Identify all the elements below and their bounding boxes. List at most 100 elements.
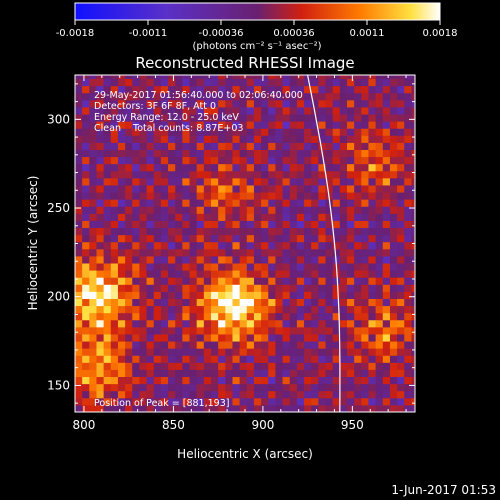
heatmap-pixel (332, 163, 341, 172)
heatmap-pixel (211, 220, 219, 229)
heatmap-pixel (132, 106, 140, 115)
heatmap-pixel (218, 170, 226, 179)
heatmap-pixel (325, 92, 334, 101)
heatmap-pixel (354, 376, 362, 385)
heatmap-pixel (168, 213, 176, 221)
heatmap-pixel (203, 163, 212, 172)
heatmap-pixel (160, 319, 169, 328)
heatmap-pixel (389, 114, 398, 122)
heatmap-pixel (404, 170, 412, 179)
heatmap-pixel (304, 128, 312, 136)
heatmap-pixel (382, 376, 391, 385)
heatmap-pixel (411, 348, 415, 356)
heatmap-pixel (82, 341, 90, 349)
heatmap-pixel (146, 369, 155, 378)
heatmap-pixel (246, 92, 255, 101)
heatmap-pixel (332, 319, 341, 328)
heatmap-pixel (96, 284, 105, 292)
heatmap-pixel (225, 291, 233, 299)
heatmap-pixel (160, 184, 169, 193)
heatmap-pixel (117, 397, 126, 406)
heatmap-pixel (354, 234, 362, 243)
heatmap-pixel (225, 355, 233, 363)
heatmap-pixel (239, 99, 248, 108)
heatmap-pixel (296, 114, 305, 122)
heatmap-pixel (168, 227, 176, 236)
heatmap-pixel (404, 383, 412, 392)
heatmap-pixel (311, 128, 319, 136)
heatmap-pixel (397, 376, 405, 385)
heatmap-pixel (218, 270, 226, 278)
heatmap-pixel (275, 184, 284, 193)
heatmap-pixel (404, 78, 412, 87)
heatmap-pixel (153, 149, 162, 158)
heatmap-pixel (282, 312, 291, 321)
heatmap-pixel (146, 270, 155, 278)
heatmap-pixel (139, 99, 148, 108)
heatmap-pixel (211, 78, 219, 87)
heatmap-pixel (146, 241, 155, 250)
heatmap-pixel (182, 192, 191, 200)
heatmap-pixel (325, 99, 334, 108)
heatmap-pixel (82, 192, 90, 200)
heatmap-pixel (311, 192, 319, 200)
heatmap-pixel (211, 319, 219, 328)
heatmap-pixel (325, 291, 334, 299)
heatmap-pixel (339, 284, 348, 292)
heatmap-pixel (289, 227, 298, 236)
heatmap-pixel (168, 177, 176, 186)
heatmap-pixel (82, 234, 90, 243)
heatmap-pixel (196, 341, 205, 349)
heatmap-pixel (103, 99, 112, 108)
heatmap-pixel (182, 128, 191, 136)
heatmap-pixel (311, 241, 319, 250)
heatmap-pixel (389, 270, 398, 278)
heatmap-pixel (253, 341, 262, 349)
heatmap-pixel (339, 312, 348, 321)
heatmap-pixel (339, 121, 348, 129)
heatmap-pixel (182, 121, 191, 129)
heatmap-pixel (304, 397, 312, 406)
heatmap-pixel (160, 341, 169, 349)
heatmap-pixel (225, 135, 233, 143)
heatmap-pixel (75, 369, 83, 378)
heatmap-pixel (125, 362, 133, 370)
heatmap-pixel (182, 255, 191, 264)
heatmap-pixel (89, 241, 97, 250)
heatmap-pixel (246, 78, 255, 87)
heatmap-pixel (289, 192, 298, 200)
heatmap-pixel (110, 135, 119, 143)
heatmap-pixel (354, 199, 362, 207)
heatmap-pixel (325, 298, 334, 307)
heatmap-pixel (153, 106, 162, 115)
heatmap-pixel (96, 170, 105, 179)
heatmap-pixel (168, 99, 176, 108)
heatmap-pixel (103, 78, 112, 87)
heatmap-pixel (368, 376, 377, 385)
heatmap-pixel (311, 75, 319, 80)
heatmap-pixel (103, 312, 112, 321)
heatmap-pixel (382, 248, 391, 257)
heatmap-pixel (304, 404, 312, 412)
heatmap-pixel (347, 99, 355, 108)
heatmap-pixel (354, 355, 362, 363)
heatmap-pixel (404, 128, 412, 136)
heatmap-pixel (139, 149, 148, 158)
heatmap-pixel (246, 206, 255, 214)
heatmap-pixel (196, 390, 205, 399)
heatmap-pixel (404, 156, 412, 165)
heatmap-pixel (354, 383, 362, 392)
heatmap-pixel (304, 92, 312, 101)
heatmap-pixel (218, 305, 226, 314)
heatmap-pixel (382, 369, 391, 378)
heatmap-pixel (354, 213, 362, 221)
heatmap-pixel (89, 390, 97, 399)
heatmap-pixel (368, 397, 377, 406)
heatmap-pixel (246, 305, 255, 314)
heatmap-pixel (82, 298, 90, 307)
heatmap-pixel (168, 121, 176, 129)
heatmap-pixel (211, 177, 219, 186)
heatmap-pixel (196, 319, 205, 328)
heatmap-pixel (218, 397, 226, 406)
heatmap-pixel (117, 263, 126, 271)
